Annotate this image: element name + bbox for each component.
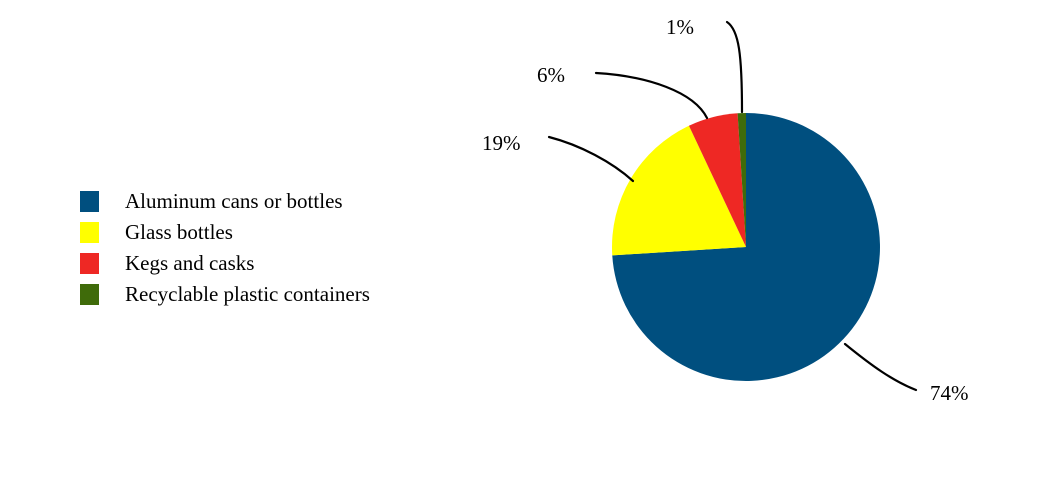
legend-item-plastic: Recyclable plastic containers xyxy=(80,279,370,310)
legend-item-glass: Glass bottles xyxy=(80,217,370,248)
pie-slice-glass-bottles xyxy=(611,125,746,256)
legend-label-kegs: Kegs and casks xyxy=(125,251,255,275)
leader-line-19-percent xyxy=(547,135,635,183)
legend-swatch-plastic xyxy=(80,284,99,305)
pie-slice-aluminum-cans-or-bottles xyxy=(612,113,880,381)
legend-swatch-aluminum xyxy=(80,191,99,212)
legend-label-plastic: Recyclable plastic containers xyxy=(125,282,370,306)
legend-label-glass: Glass bottles xyxy=(125,220,233,244)
legend-swatch-kegs xyxy=(80,253,99,274)
leader-line-1-percent xyxy=(725,20,744,114)
pie-slice-recyclable-plastic-containers xyxy=(737,112,746,247)
leader-line-6-percent xyxy=(594,71,709,120)
pie-label-1-percent: 1% xyxy=(666,15,694,39)
legend-swatch-glass xyxy=(80,222,99,243)
pie-slice-kegs-and-casks xyxy=(688,113,746,247)
leader-line-74-percent xyxy=(843,342,918,392)
legend-label-aluminum: Aluminum cans or bottles xyxy=(125,189,343,213)
pie-label-6-percent: 6% xyxy=(537,63,565,87)
chart-legend: Aluminum cans or bottles Glass bottles K… xyxy=(80,186,370,310)
legend-item-aluminum: Aluminum cans or bottles xyxy=(80,186,370,217)
legend-item-kegs: Kegs and casks xyxy=(80,248,370,279)
pie-label-19-percent: 19% xyxy=(482,131,521,155)
pie-label-74-percent: 74% xyxy=(930,381,969,405)
